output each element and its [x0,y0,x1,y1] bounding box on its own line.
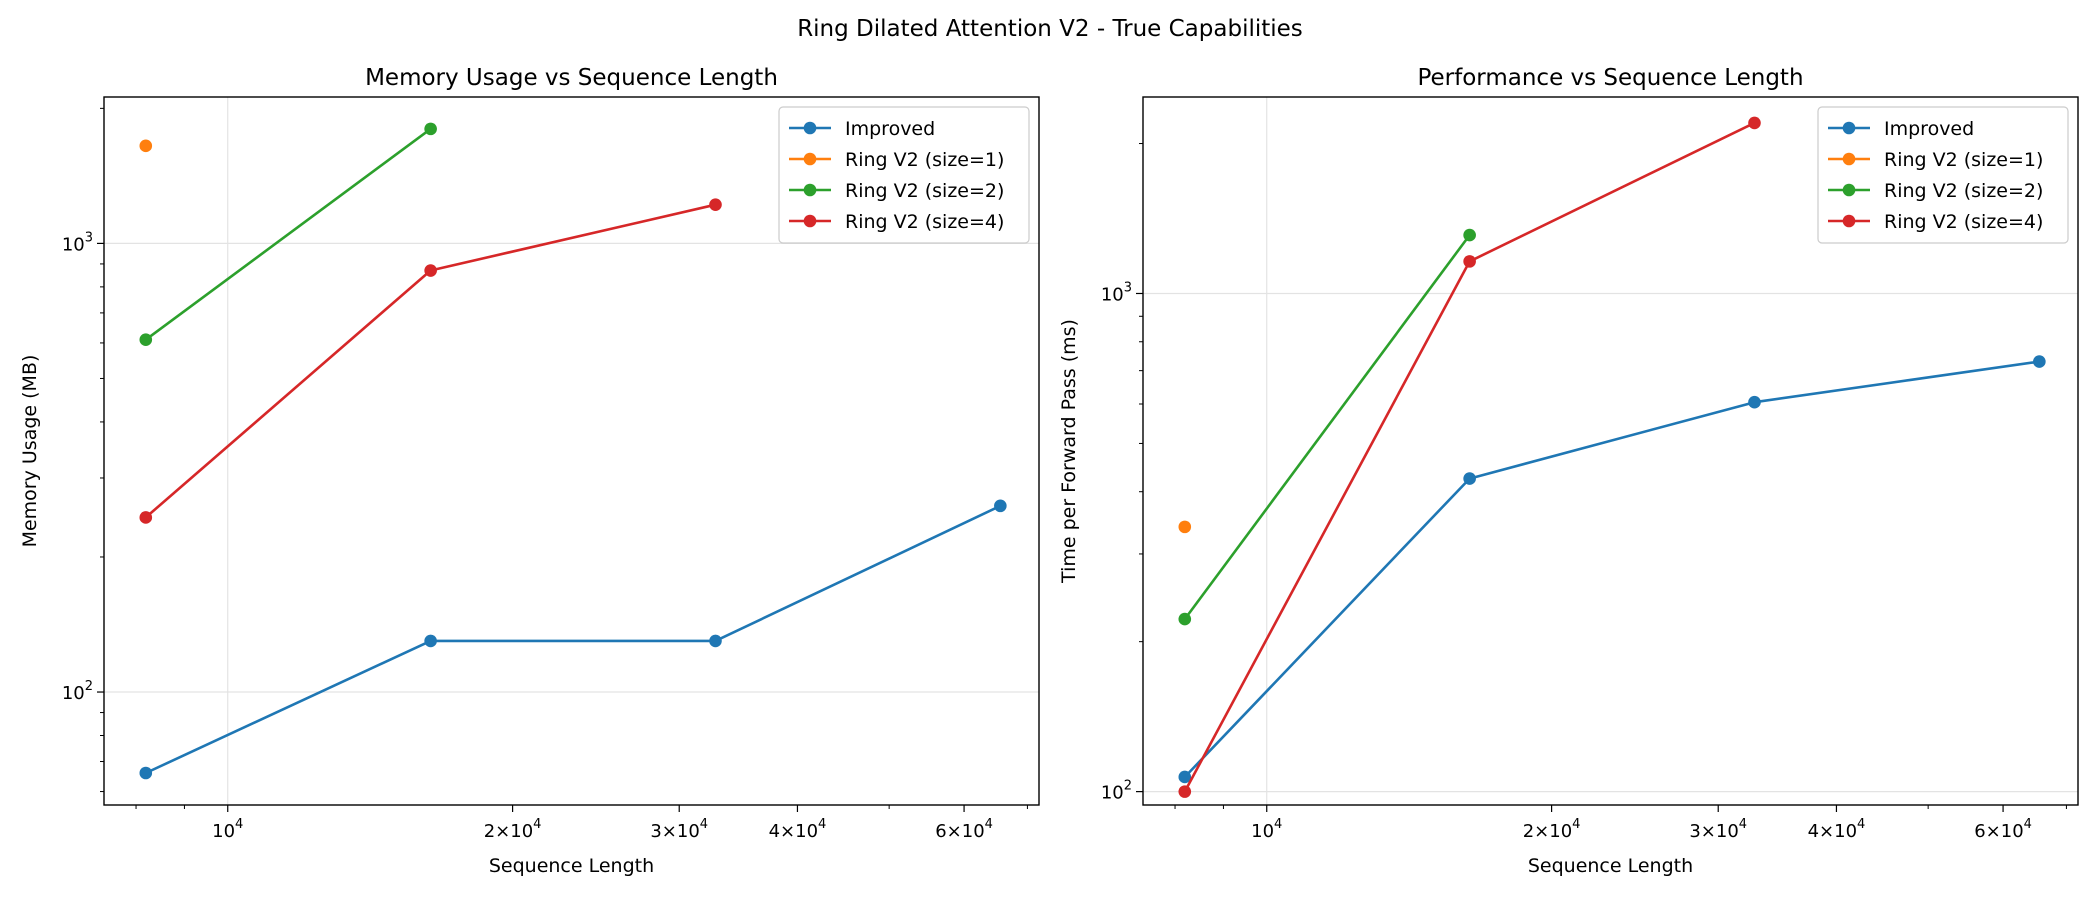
y-tick-label-exponent: 3 [1124,280,1132,295]
chart-title: Performance vs Sequence Length [1417,65,1803,91]
y-tick-label-exponent: 3 [85,230,93,245]
data-point [1178,770,1192,784]
data-point [994,499,1007,513]
data-point [1178,520,1192,534]
y-axis-label: Time per Forward Pass (ms) [1058,319,1080,584]
legend-marker [1842,183,1856,197]
data-point [1748,116,1761,130]
y-tick-label-base: 10 [1101,284,1124,305]
legend-marker [803,121,817,135]
legend-marker [1842,121,1856,135]
legend: Improved Ring V2 (size=1) Ring V2 (size=2)… [778,106,1030,244]
x-tick-label-exponent: 4 [2024,817,2032,832]
legend-label: Ring V2 (size=1) [1884,149,2043,171]
series-line [145,127,432,341]
y-tick-label-exponent: 2 [1124,779,1132,794]
legend-marker [803,214,817,228]
legend-marker [803,183,817,197]
y-tick-label: 103 [1101,280,1132,305]
legend-label: Improved [845,118,935,140]
data-point [139,511,153,524]
legend-marker [803,152,817,166]
x-tick-label: 6×104 [1974,817,2032,842]
x-tick-label-exponent: 4 [985,817,993,832]
legend-box [1817,106,2069,244]
x-tick-label-base: 2×10 [1523,821,1572,842]
x-tick-label-base: 6×10 [1974,821,2023,842]
legend-label: Ring V2 (size=1) [845,149,1004,171]
x-axis-label: Sequence Length [1528,855,1693,877]
y-tick-label-base: 10 [62,683,85,704]
x-tick-label: 3×104 [650,817,708,842]
x-tick-label-exponent: 4 [1274,817,1282,832]
y-tick-label: 102 [62,679,93,704]
x-tick-label: 2×104 [484,817,542,842]
x-tick-label-base: 6×10 [935,821,984,842]
x-tick-label-base: 3×10 [1689,821,1738,842]
legend-label: Ring V2 (size=2) [845,180,1004,202]
series-line [145,504,1001,775]
x-tick-label-exponent: 4 [1572,817,1580,832]
data-point [709,198,722,211]
series-line [1183,234,1471,620]
x-tick-label-exponent: 4 [533,817,541,832]
legend-label: Improved [1884,118,1974,140]
x-tick-label-exponent: 4 [1739,817,1747,832]
y-tick-label: 103 [62,230,93,255]
x-tick-label: 2×104 [1523,817,1581,842]
data-point [139,333,153,347]
data-point [1178,785,1192,798]
legend-box [778,106,1030,244]
x-tick-label-exponent: 4 [235,817,243,832]
data-point [139,139,153,153]
data-point [424,634,437,648]
data-point [139,766,153,780]
data-point [424,264,437,277]
y-tick-label: 102 [1101,779,1132,804]
legend-label: Ring V2 (size=2) [1884,180,2043,202]
legend-marker [1842,214,1856,228]
x-tick-label: 104 [1251,817,1282,842]
legend-label: Ring V2 (size=4) [845,211,1004,233]
data-point [2033,355,2046,368]
chart-title: Memory Usage vs Sequence Length [365,65,778,91]
data-point [1178,612,1192,626]
x-tick-label-exponent: 4 [700,817,708,832]
x-tick-label: 4×104 [769,817,827,842]
legend: Improved Ring V2 (size=1) Ring V2 (size=2)… [1817,106,2069,244]
y-axis-label: Memory Usage (MB) [19,355,41,548]
x-tick-label-base: 4×10 [1808,821,1857,842]
data-point [1748,395,1761,409]
series-line [1183,360,2040,778]
x-tick-label-base: 4×10 [769,821,818,842]
legend-marker [1842,152,1856,166]
x-tick-label-exponent: 4 [818,817,826,832]
x-tick-label-base: 10 [212,821,235,842]
x-tick-label-base: 10 [1251,821,1274,842]
axes-frame [1142,96,2079,806]
data-point [1463,472,1476,485]
performance-chart: 104 2×104 3×104 4×104 6×104102103Performance… [1058,65,2079,877]
x-tick-label-base: 2×10 [484,821,533,842]
y-tick-label-base: 10 [62,234,85,255]
data-point [1463,255,1476,268]
x-axis-label: Sequence Length [489,855,654,877]
figure-suptitle: Ring Dilated Attention V2 - True Capabil… [797,16,1303,42]
x-tick-label-base: 3×10 [650,821,699,842]
x-tick-label-exponent: 4 [1857,817,1865,832]
data-point [424,122,437,136]
x-tick-label: 104 [212,817,243,842]
x-tick-label: 4×104 [1808,817,1866,842]
y-tick-label-base: 10 [1101,783,1124,804]
data-point [1463,228,1476,242]
x-tick-label: 3×104 [1689,817,1747,842]
axes-frame [103,96,1040,806]
data-point [709,634,722,648]
x-tick-label: 6×104 [935,817,993,842]
y-tick-label-exponent: 2 [85,679,93,694]
legend-label: Ring V2 (size=4) [1884,211,2043,233]
